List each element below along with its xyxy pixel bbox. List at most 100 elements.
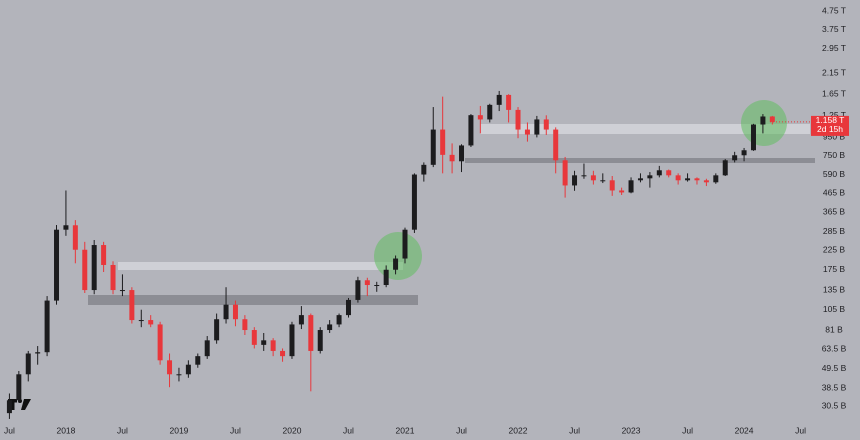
y-tick-label: 365 B <box>823 206 846 216</box>
candle-body <box>251 330 257 345</box>
last-price-label: 1.158 T <box>816 115 845 125</box>
y-tick-label: 1.25 T <box>822 110 846 120</box>
candle-body <box>477 115 483 120</box>
candle-body <box>345 299 351 316</box>
candle-body <box>298 315 304 325</box>
candle-body <box>553 129 559 161</box>
candle-body <box>82 249 88 291</box>
candle-body <box>459 145 465 162</box>
candle-body <box>374 285 380 287</box>
candle-body <box>280 350 286 357</box>
candle-body <box>308 315 314 351</box>
y-tick-label: 175 B <box>823 264 846 274</box>
y-tick-label: 2.15 T <box>822 68 846 78</box>
candle-body <box>741 150 747 156</box>
candle-body <box>232 304 238 320</box>
x-tick-label: Jul <box>456 425 467 435</box>
support-band <box>88 295 418 305</box>
y-tick-label: 225 B <box>823 244 846 254</box>
candle-body <box>101 245 107 265</box>
candle-body <box>421 164 427 175</box>
candle-body <box>214 319 220 341</box>
candle-body <box>675 175 681 181</box>
candle-body <box>129 290 135 321</box>
candle-body <box>16 374 22 401</box>
candle-body <box>449 154 455 162</box>
candle-body <box>609 180 615 191</box>
candle-body <box>619 190 625 193</box>
candle-body <box>656 170 662 176</box>
candle-body <box>63 225 69 230</box>
resistance-band <box>118 262 403 270</box>
candle-body <box>195 356 201 365</box>
candle-body <box>722 160 728 176</box>
candle-body <box>760 116 766 125</box>
candle-body <box>402 229 408 259</box>
candle-body <box>600 180 606 182</box>
y-tick-label: 105 B <box>823 304 846 314</box>
x-tick-label: 2020 <box>283 425 302 435</box>
candle-body <box>393 258 399 270</box>
candle-body <box>750 124 756 151</box>
candle-body <box>515 109 521 130</box>
candle-body <box>430 129 436 165</box>
y-tick-label: 1.65 T <box>822 88 846 98</box>
last-price-box <box>811 115 849 136</box>
x-tick-label: Jul <box>569 425 580 435</box>
candle-body <box>72 225 78 250</box>
candle-body <box>383 269 389 286</box>
candle-body <box>289 324 295 357</box>
x-tick-label: Jul <box>4 425 15 435</box>
y-tick-label: 590 B <box>823 169 846 179</box>
x-tick-label: Jul <box>230 425 241 435</box>
countdown-label: 2d 15h <box>817 124 843 134</box>
x-tick-label: Jul <box>343 425 354 435</box>
y-tick-label: 950 B <box>823 132 846 142</box>
candle-body <box>487 104 493 120</box>
y-tick-label: 2.95 T <box>822 43 846 53</box>
resistance-band <box>480 124 810 134</box>
x-tick-label: 2023 <box>622 425 641 435</box>
y-tick-label: 465 B <box>823 188 846 198</box>
candle-body <box>647 175 653 179</box>
y-tick-label: 38.5 B <box>822 382 847 392</box>
candle-body <box>91 245 97 291</box>
candle-body <box>261 340 267 345</box>
candle-body <box>732 155 738 161</box>
y-tick-label: 135 B <box>823 284 846 294</box>
candle-body <box>167 360 173 375</box>
candle-body <box>317 330 323 351</box>
candle-body <box>572 175 578 186</box>
x-tick-label: Jul <box>682 425 693 435</box>
y-tick-label: 49.5 B <box>822 363 847 373</box>
candle-body <box>628 180 634 193</box>
candle-body <box>6 400 12 414</box>
candle-body <box>327 324 333 331</box>
candle-body <box>223 304 229 320</box>
y-tick-label: 63.5 B <box>822 343 847 353</box>
candle-body <box>204 340 210 357</box>
y-tick-label: 3.75 T <box>822 24 846 34</box>
candle-body <box>185 364 191 375</box>
candle-body <box>138 320 144 322</box>
x-tick-label: 2018 <box>56 425 75 435</box>
candle-body <box>543 119 549 130</box>
candle-body <box>411 174 417 230</box>
candle-body <box>713 175 719 183</box>
y-tick-label: 750 B <box>823 150 846 160</box>
candle-body <box>666 170 672 176</box>
candle-body <box>364 280 370 286</box>
x-tick-label: 2021 <box>396 425 415 435</box>
candle-body <box>336 315 342 325</box>
candle-body <box>176 374 182 376</box>
candle-body <box>54 229 60 301</box>
candle-body <box>581 175 587 177</box>
y-tick-label: 81 B <box>825 324 843 334</box>
candle-body <box>703 180 709 183</box>
candle-body <box>769 116 775 122</box>
candle-body <box>562 160 568 186</box>
x-tick-label: 2022 <box>509 425 528 435</box>
